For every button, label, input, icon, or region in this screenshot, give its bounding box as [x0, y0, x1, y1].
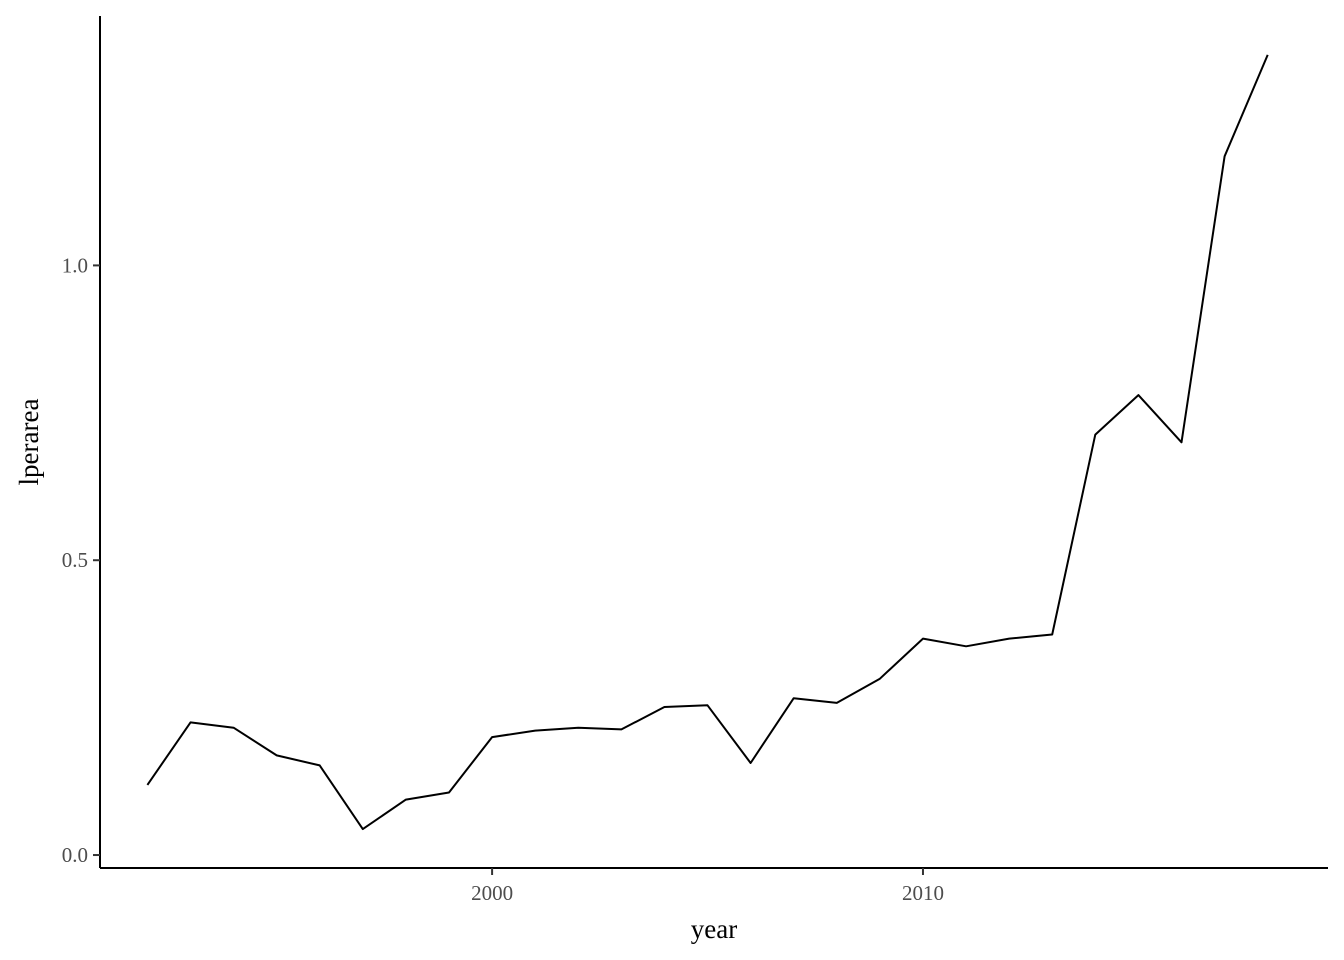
axes — [99, 16, 1328, 869]
y-tick-label: 0.5 — [62, 548, 88, 572]
series — [146, 54, 1269, 831]
x-axis-title: year — [691, 914, 737, 944]
y-tick-label: 0.0 — [62, 843, 88, 867]
series-line-lperarea — [146, 54, 1269, 831]
x-tick-label: 2000 — [471, 881, 513, 905]
y-axis-title: lperarea — [14, 399, 44, 486]
ticks: 0.0 0.5 1.0 2000 2010 — [62, 253, 944, 905]
x-tick-label: 2010 — [902, 881, 944, 905]
y-tick-label: 1.0 — [62, 253, 88, 277]
